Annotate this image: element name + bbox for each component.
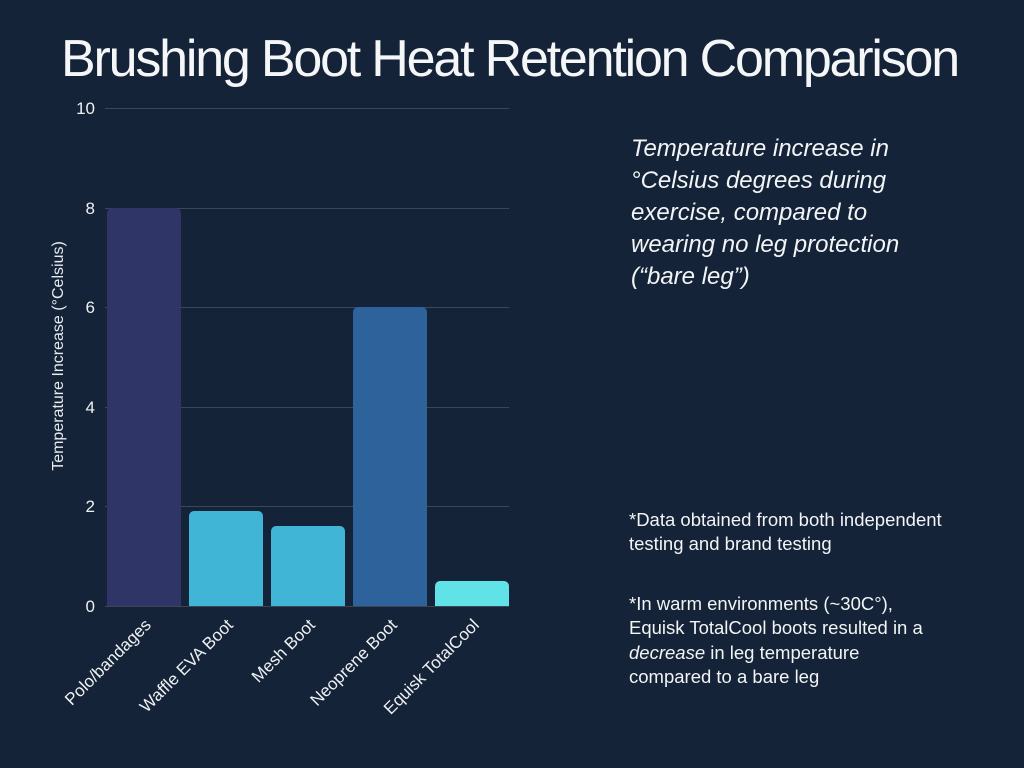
svg-text:Mesh Boot: Mesh Boot (248, 615, 319, 686)
svg-text:Polo/bandages: Polo/bandages (61, 615, 155, 709)
svg-text:Neoprene Boot: Neoprene Boot (307, 615, 401, 709)
